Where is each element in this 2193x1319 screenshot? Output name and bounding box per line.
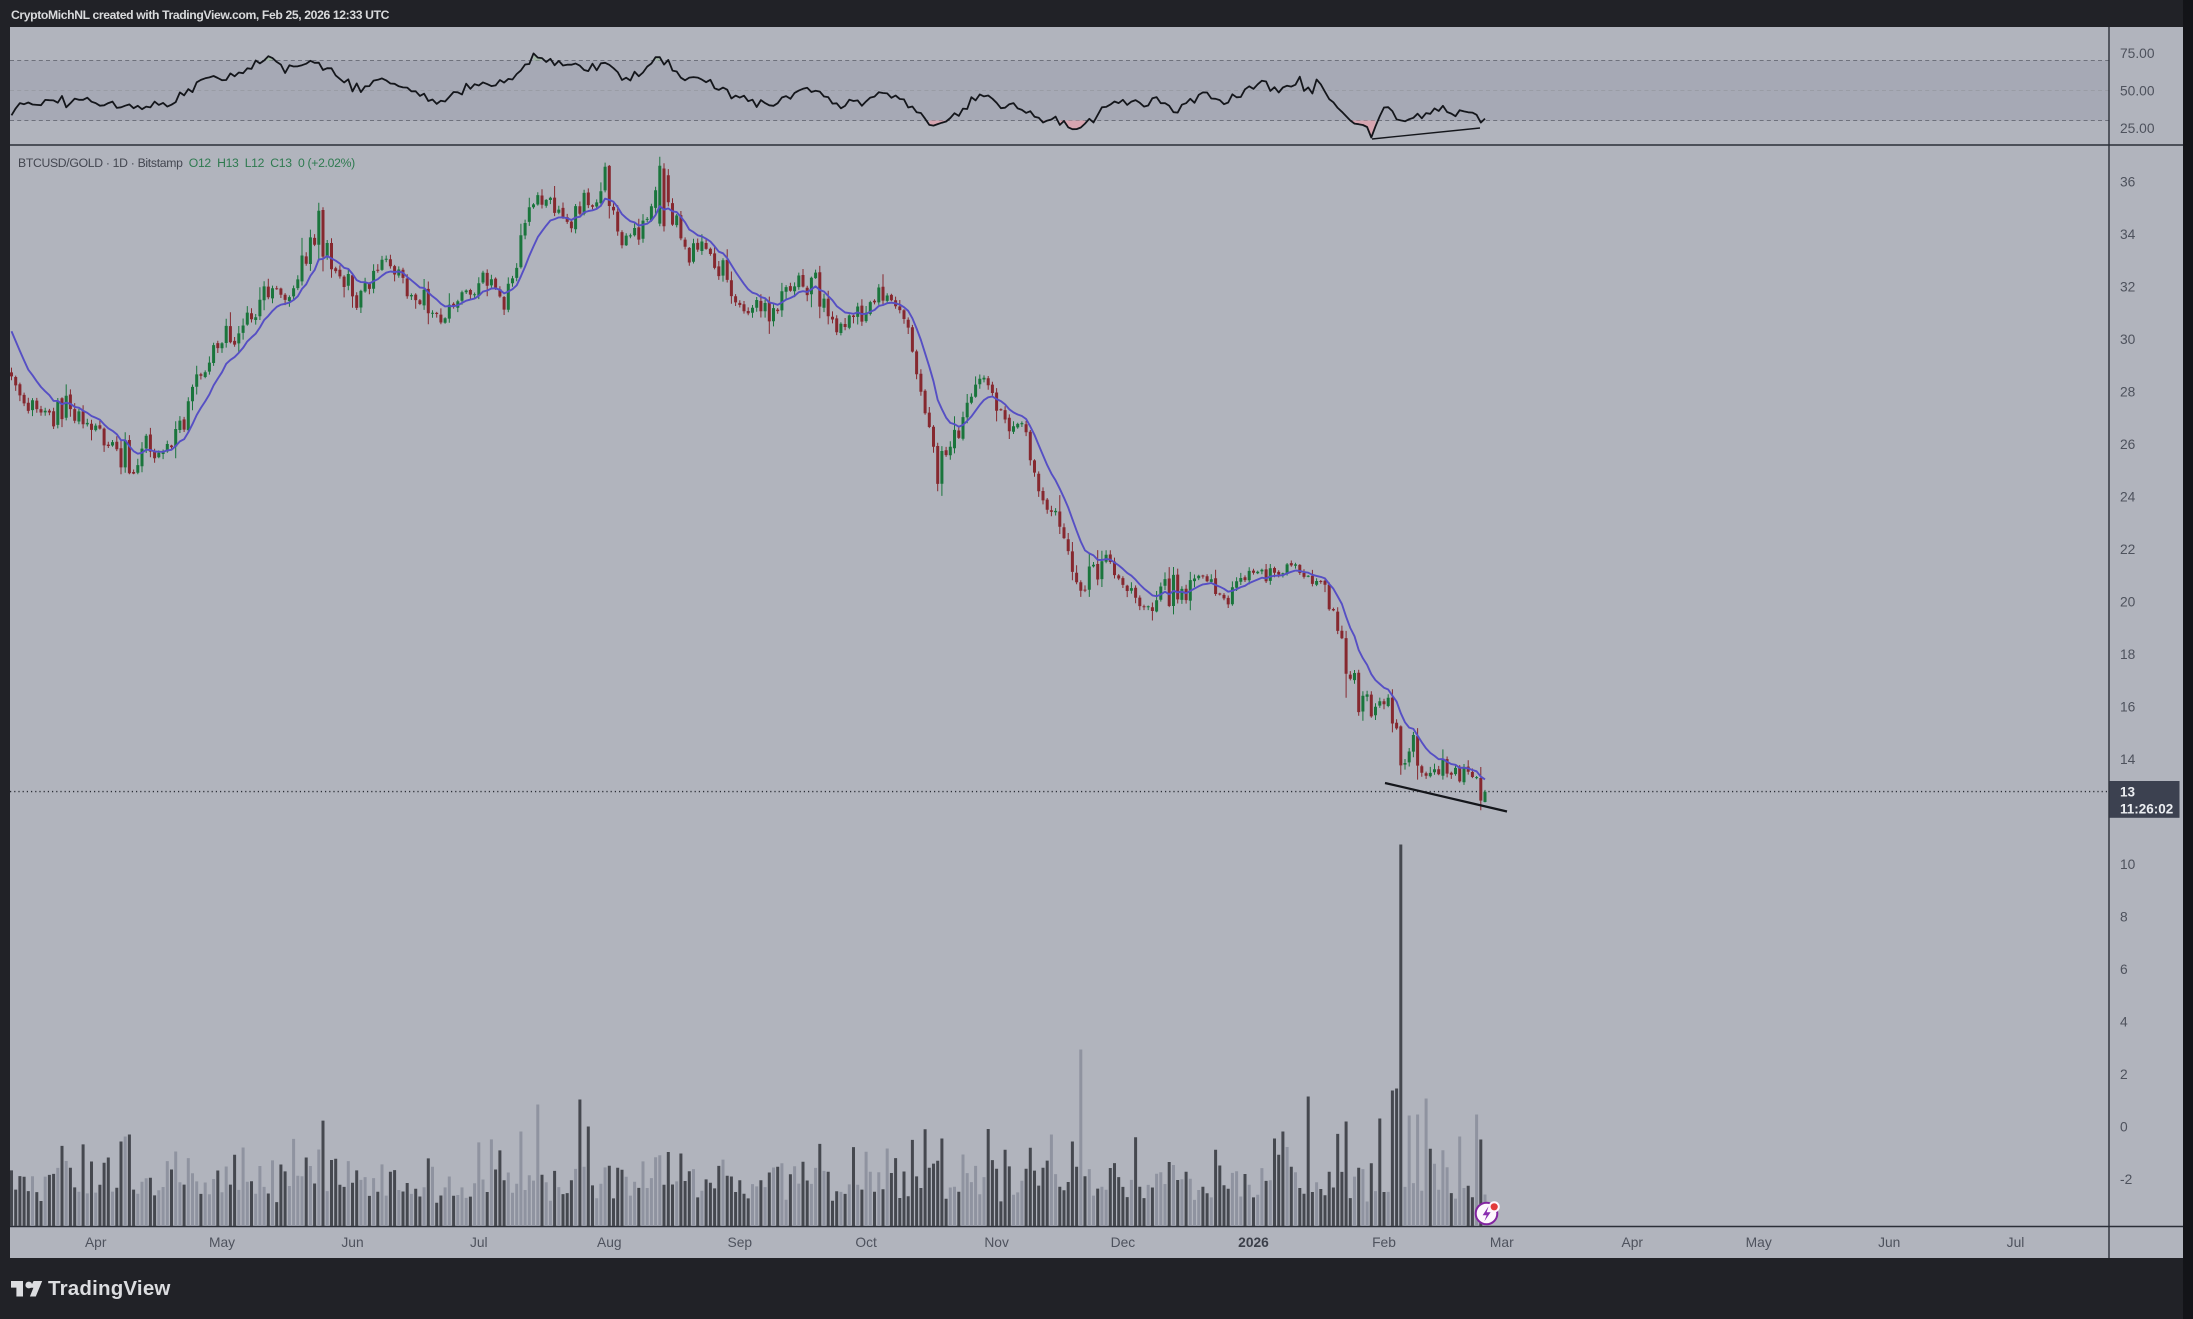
svg-text:50.00: 50.00: [2120, 84, 2155, 99]
svg-text:Nov: Nov: [984, 1235, 1009, 1250]
svg-text:-2: -2: [2120, 1172, 2132, 1187]
svg-text:75.00: 75.00: [2120, 46, 2155, 61]
svg-text:Jul: Jul: [2007, 1235, 2025, 1250]
svg-text:Apr: Apr: [1622, 1235, 1644, 1250]
svg-text:CryptoMichNL created with Trad: CryptoMichNL created with TradingView.co…: [11, 8, 390, 22]
svg-text:14: 14: [2120, 752, 2136, 767]
svg-text:Jun: Jun: [1878, 1235, 1900, 1250]
svg-text:May: May: [1746, 1235, 1772, 1250]
svg-text:Jul: Jul: [470, 1235, 488, 1250]
svg-text:20: 20: [2120, 595, 2136, 610]
svg-text:4: 4: [2120, 1015, 2128, 1030]
svg-text:36: 36: [2120, 175, 2136, 190]
svg-text:6: 6: [2120, 962, 2128, 977]
svg-text:8: 8: [2120, 910, 2128, 925]
svg-text:13: 13: [2120, 785, 2136, 800]
svg-text:25.00: 25.00: [2120, 121, 2155, 136]
svg-text:28: 28: [2120, 385, 2136, 400]
svg-text:0: 0: [2120, 1120, 2128, 1135]
svg-text:Oct: Oct: [855, 1235, 877, 1250]
svg-text:Mar: Mar: [1490, 1235, 1514, 1250]
svg-text:BTCUSD/GOLD · 1D · Bitstamp O: BTCUSD/GOLD · 1D · Bitstamp O12 H13 L12 …: [18, 156, 355, 170]
svg-text:24: 24: [2120, 490, 2136, 505]
svg-text:Jun: Jun: [341, 1235, 363, 1250]
svg-text:Feb: Feb: [1372, 1235, 1396, 1250]
svg-text:10: 10: [2120, 857, 2136, 872]
svg-text:22: 22: [2120, 542, 2135, 557]
svg-text:TradingView: TradingView: [48, 1277, 171, 1300]
svg-text:May: May: [209, 1235, 235, 1250]
svg-text:30: 30: [2120, 332, 2136, 347]
svg-text:34: 34: [2120, 227, 2136, 242]
svg-text:Dec: Dec: [1111, 1235, 1136, 1250]
svg-text:16: 16: [2120, 700, 2136, 715]
svg-text:2: 2: [2120, 1067, 2128, 1082]
svg-text:Sep: Sep: [728, 1235, 753, 1250]
svg-text:11:26:02: 11:26:02: [2120, 802, 2173, 817]
svg-text:Aug: Aug: [597, 1235, 622, 1250]
svg-text:32: 32: [2120, 280, 2135, 295]
svg-text:2026: 2026: [1238, 1235, 1269, 1250]
svg-text:26: 26: [2120, 437, 2136, 452]
svg-text:Apr: Apr: [85, 1235, 107, 1250]
svg-text:18: 18: [2120, 647, 2136, 662]
